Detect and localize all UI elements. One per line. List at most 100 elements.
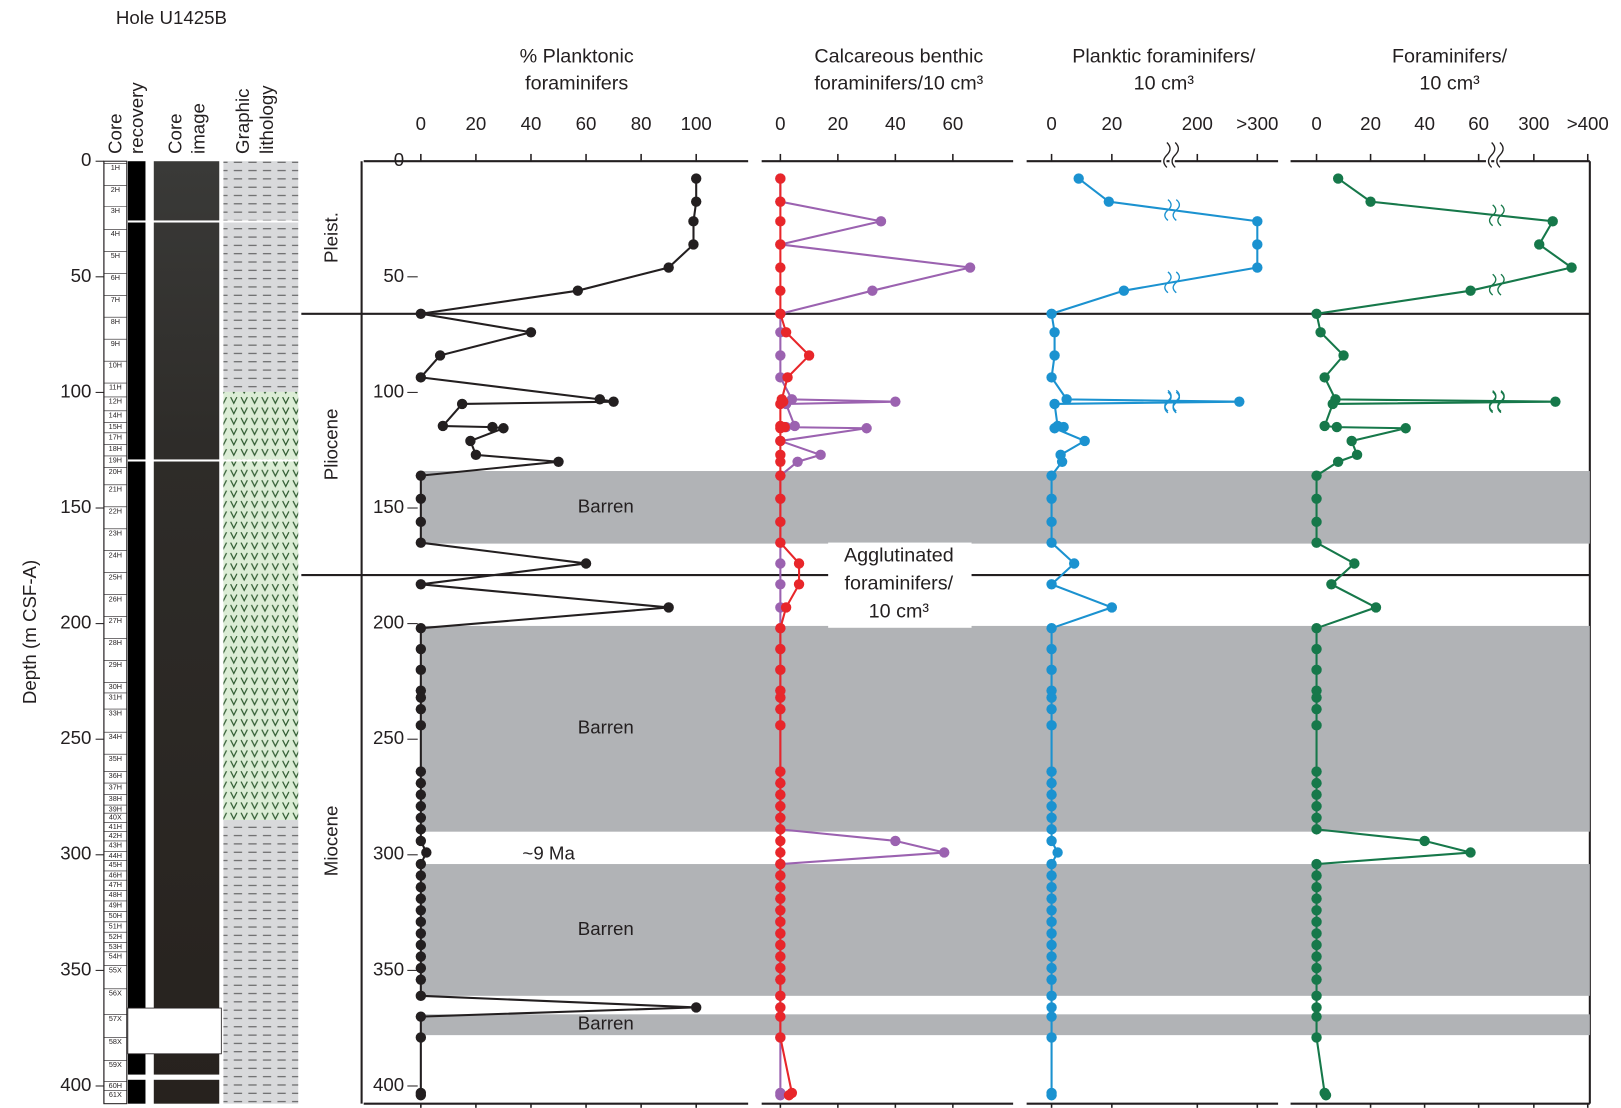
data-point (1234, 396, 1244, 406)
data-point (1550, 396, 1560, 406)
data-point (1365, 196, 1375, 206)
data-point (1311, 974, 1321, 984)
core-label: 34H (109, 732, 122, 741)
depth-tick-label: 400 (60, 1074, 91, 1095)
data-point (775, 991, 785, 1001)
panel-title: foraminifers (525, 73, 628, 95)
core-label: 36H (109, 771, 122, 780)
data-point (965, 262, 975, 272)
column-header: recovery (126, 82, 147, 154)
data-point (1311, 720, 1321, 730)
data-point (1046, 720, 1056, 730)
data-point (1046, 813, 1056, 823)
epoch-label: Pliocene (320, 409, 341, 481)
data-point (775, 859, 785, 869)
core-label: 5H (111, 251, 120, 260)
data-point (416, 766, 426, 776)
data-point (1401, 423, 1411, 433)
core-label: 30H (109, 682, 122, 691)
data-point (784, 1090, 794, 1100)
data-point (416, 372, 426, 382)
data-point (775, 847, 785, 857)
data-point (416, 928, 426, 938)
core-label: 24H (109, 550, 122, 559)
data-point (1046, 704, 1056, 714)
data-point (775, 239, 785, 249)
data-point (1311, 951, 1321, 961)
core-label: 44H (109, 851, 122, 860)
panel-title: Planktic foraminifers/ (1072, 46, 1256, 68)
data-point (526, 327, 536, 337)
data-point (1046, 963, 1056, 973)
x-tick-label: 20 (1101, 113, 1122, 134)
core-label: 11H (109, 383, 122, 392)
data-point (775, 558, 785, 568)
epoch-label: Miocene (320, 806, 341, 877)
recovery-gap (128, 1008, 222, 1054)
panel-title: foraminifers/10 cm³ (814, 73, 983, 95)
core-label: 14H (109, 410, 122, 419)
data-point (1046, 537, 1056, 547)
panel-title: Calcareous benthic (814, 46, 983, 68)
data-point (1534, 239, 1544, 249)
data-point (438, 421, 448, 431)
data-point (775, 644, 785, 654)
core-label: 29H (109, 660, 122, 669)
data-point (1319, 372, 1329, 382)
lithology-upper (223, 161, 298, 392)
data-point (1046, 517, 1056, 527)
data-point (775, 1032, 785, 1042)
data-point (457, 399, 467, 409)
data-point (1252, 216, 1262, 226)
plot-depth-tick-label: 100 (373, 380, 404, 401)
data-point (1252, 262, 1262, 272)
data-point (1311, 813, 1321, 823)
data-point (691, 173, 701, 183)
data-point (775, 173, 785, 183)
core-label: 7H (111, 295, 120, 304)
barren-label: Barren (578, 495, 634, 516)
core-label: 9H (111, 339, 120, 348)
data-point (775, 894, 785, 904)
epoch-label: Pleist. (320, 212, 341, 263)
depth-tick-label: 50 (71, 265, 92, 286)
data-point (1046, 882, 1056, 892)
data-point (775, 882, 785, 892)
core-label: 59X (109, 1060, 122, 1069)
data-point (416, 940, 426, 950)
data-point (804, 350, 814, 360)
data-point (1311, 928, 1321, 938)
depth-tick-label: 0 (81, 149, 91, 170)
column-header: image (187, 103, 208, 154)
data-point (581, 558, 591, 568)
data-point (1046, 1011, 1056, 1021)
x-tick-label: 40 (885, 113, 906, 134)
data-point (663, 602, 673, 612)
core-label: 40X (109, 813, 122, 822)
data-point (1333, 173, 1343, 183)
data-point (775, 905, 785, 915)
core-break (128, 220, 298, 222)
data-point (1311, 494, 1321, 504)
data-point (1046, 801, 1056, 811)
data-point (1321, 1090, 1331, 1100)
core-label: 57X (109, 1014, 122, 1023)
core-image-column (154, 161, 219, 1103)
x-tick-label: 60 (942, 113, 963, 134)
core-label: 10H (109, 361, 122, 370)
data-point (416, 859, 426, 869)
data-point (775, 917, 785, 927)
depth-axis-label: Depth (m CSF-A) (19, 560, 40, 704)
core-label: 47H (109, 880, 122, 889)
data-point (1046, 778, 1056, 788)
data-point (416, 882, 426, 892)
core-label: 50H (109, 911, 122, 920)
core-label: 55X (109, 965, 122, 974)
core-label: 45H (109, 860, 122, 869)
data-point (1046, 928, 1056, 938)
data-point (775, 704, 785, 714)
x-tick-label: 60 (1468, 113, 1489, 134)
core-label: 33H (109, 709, 122, 718)
depth-tick-label: 350 (60, 958, 91, 979)
data-point (1419, 836, 1429, 846)
